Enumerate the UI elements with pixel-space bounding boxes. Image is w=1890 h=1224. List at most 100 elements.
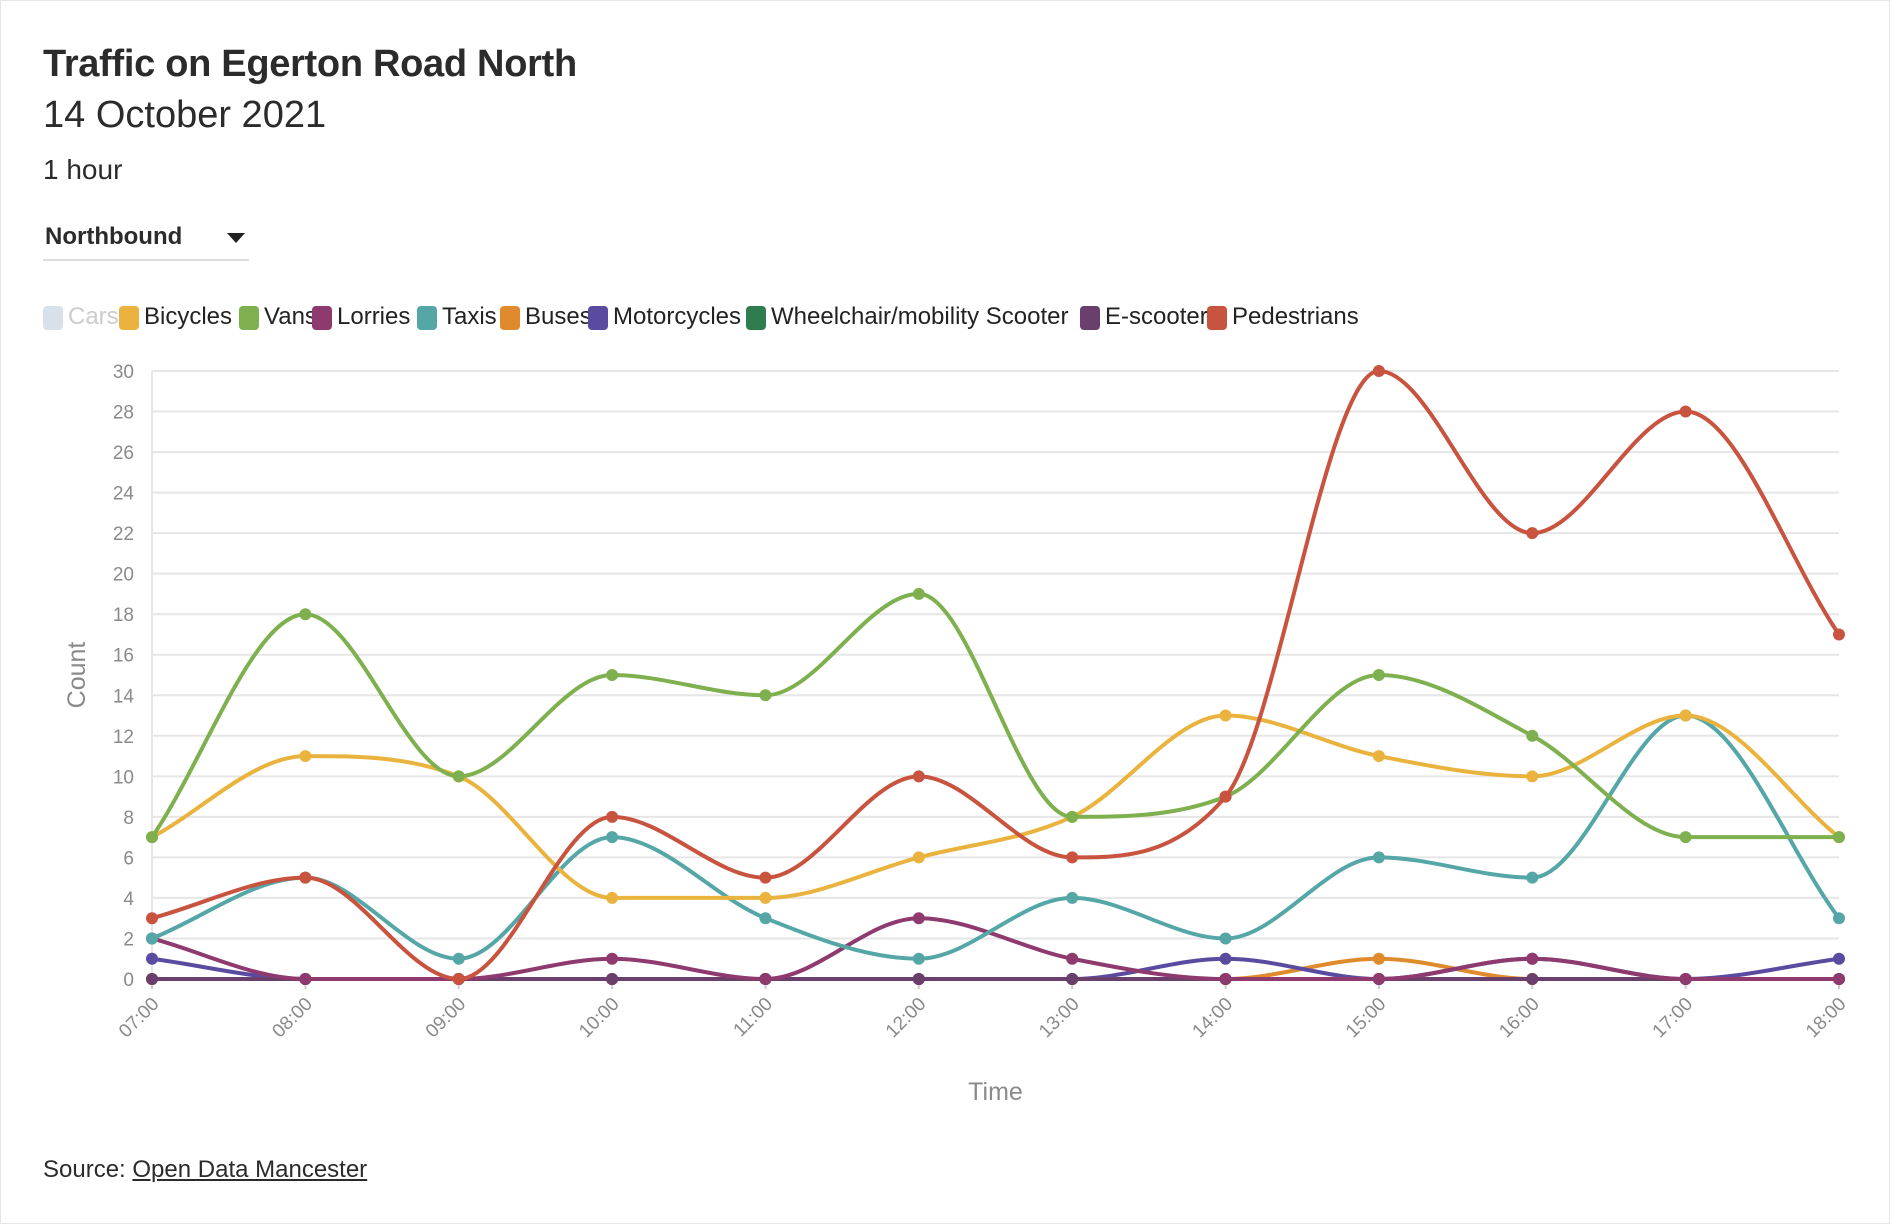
legend-label: Taxis [442, 303, 497, 330]
y-tick-label: 20 [113, 565, 134, 586]
x-tick-label: 18:00 [1802, 994, 1850, 1042]
series-line-buses [150, 956, 1841, 982]
x-tick-label: 16:00 [1495, 994, 1543, 1042]
data-point-pedestrians [1219, 790, 1232, 803]
legend-label: Bicycles [144, 303, 233, 330]
data-point-bicycles [1372, 750, 1385, 763]
legend-label: Buses [525, 303, 592, 330]
data-point-e-scooter [146, 973, 158, 985]
y-tick-label: 14 [113, 686, 135, 707]
data-point-taxis [1219, 932, 1232, 945]
y-tick-label: 4 [123, 889, 134, 910]
data-point-vans [1833, 831, 1845, 844]
data-point-e-scooter [1066, 973, 1079, 985]
data-point-lorries [1526, 952, 1539, 965]
data-point-taxis [146, 932, 158, 945]
data-point-bicycles [299, 750, 312, 763]
data-point-pedestrians [759, 871, 772, 884]
x-tick-label: 07:00 [115, 994, 163, 1042]
direction-dropdown-value: Northbound [45, 223, 183, 250]
data-point-lorries [299, 973, 312, 985]
y-tick-label: 16 [113, 646, 134, 667]
data-point-vans [146, 831, 158, 844]
legend-label: Lorries [337, 303, 411, 330]
data-point-bicycles [1219, 709, 1232, 722]
legend-label: Wheelchair/mobility Scooter [771, 303, 1069, 330]
data-point-vans [299, 608, 312, 621]
legend-label: Pedestrians [1232, 303, 1359, 330]
data-point-lorries [1219, 973, 1232, 985]
data-point-pedestrians [1066, 851, 1079, 864]
data-point-e-scooter [1526, 973, 1539, 985]
data-point-taxis [452, 952, 465, 965]
data-point-vans [1372, 669, 1385, 681]
data-point-bicycles [912, 851, 925, 864]
y-tick-label: 30 [113, 362, 134, 383]
x-tick-label: 09:00 [422, 994, 470, 1042]
data-point-bicycles [1526, 770, 1539, 783]
data-point-vans [1679, 831, 1692, 844]
legend-swatch [312, 306, 332, 330]
data-point-e-scooter [912, 973, 925, 985]
y-axis-title: Count [63, 642, 91, 709]
data-point-motorcycles [146, 952, 158, 965]
legend-swatch [500, 306, 520, 330]
data-point-pedestrians [146, 912, 158, 925]
y-tick-label: 10 [113, 767, 134, 788]
data-point-bicycles [1679, 709, 1692, 722]
data-point-pedestrians [912, 770, 925, 783]
data-point-pedestrians [1372, 365, 1385, 377]
legend-swatch [1207, 306, 1227, 330]
data-point-vans [759, 689, 772, 702]
data-point-pedestrians [1526, 527, 1539, 540]
series-line-bicycles [150, 713, 1841, 900]
legend-swatch [119, 306, 139, 330]
x-axis-title: Time [968, 1078, 1023, 1106]
data-point-vans [912, 587, 925, 600]
x-tick-label: 12:00 [882, 994, 930, 1042]
chart-legend: Cars Bicycles Vans Lorries Taxis Buses Motorcy… [43, 301, 1853, 335]
legend-label: E-scooter [1105, 303, 1208, 330]
data-point-vans [452, 770, 465, 783]
data-point-pedestrians [452, 973, 465, 985]
x-tick-label: 11:00 [730, 994, 777, 1041]
data-point-taxis [606, 831, 619, 844]
x-tick-label: 13:00 [1035, 994, 1083, 1042]
legend-swatch [588, 306, 608, 330]
x-tick-label: 15:00 [1342, 994, 1390, 1042]
source-prefix: Source: [43, 1156, 126, 1183]
data-point-lorries [606, 952, 619, 965]
data-point-lorries [1679, 973, 1692, 985]
direction-dropdown[interactable]: Northbound [43, 221, 249, 261]
y-tick-label: 18 [113, 605, 134, 626]
data-point-buses [1372, 952, 1385, 965]
data-point-taxis [1066, 891, 1079, 904]
legend-swatch [1080, 306, 1100, 330]
x-tick-label: 08:00 [268, 994, 316, 1042]
data-point-motorcycles [1219, 952, 1232, 965]
source-link[interactable]: Open Data Mancester [132, 1156, 368, 1183]
y-tick-label: 28 [113, 403, 134, 424]
series-line-taxis [150, 713, 1841, 961]
data-point-bicycles [759, 891, 772, 904]
y-tick-label: 6 [123, 848, 134, 869]
y-tick-label: 22 [113, 524, 134, 545]
legend-label: Vans [264, 303, 317, 330]
data-point-pedestrians [1679, 405, 1692, 418]
x-tick-label: 10:00 [575, 994, 623, 1042]
series-line-vans [150, 591, 1841, 840]
data-point-taxis [1833, 912, 1845, 925]
legend-swatch [239, 306, 259, 330]
data-point-vans [606, 669, 619, 681]
data-point-bicycles [606, 891, 619, 904]
data-point-lorries [1833, 973, 1845, 985]
legend-label: Motorcycles [613, 303, 742, 330]
x-tick-label: 14:00 [1189, 994, 1237, 1042]
data-point-lorries [1066, 952, 1079, 965]
x-tick-label: 17:00 [1649, 994, 1697, 1042]
caret-down-icon [227, 233, 245, 243]
legend-swatch [43, 306, 63, 330]
y-tick-label: 0 [123, 970, 134, 991]
